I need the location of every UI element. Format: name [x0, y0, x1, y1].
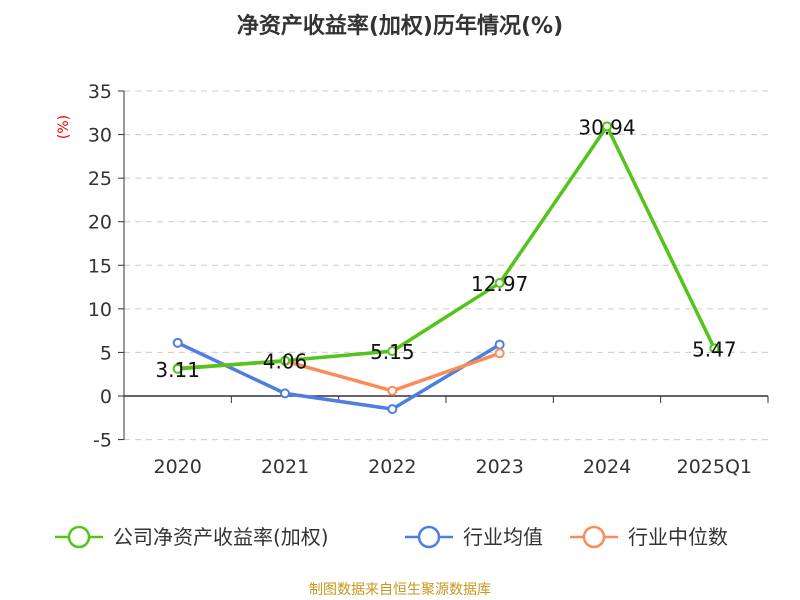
data-point	[709, 343, 720, 354]
x-tick-label: 2024	[583, 456, 631, 478]
chart-title: 净资产收益率(加权)历年情况(%)	[237, 13, 563, 39]
legend-marker	[417, 525, 441, 549]
y-axis-label: (%)	[56, 115, 72, 139]
series-line	[176, 341, 501, 411]
y-tick-label: 10	[88, 299, 112, 321]
x-tick-label: 2022	[368, 456, 416, 478]
data-label: 4.06	[263, 350, 308, 374]
data-point	[494, 339, 505, 350]
data-label: 5.15	[370, 340, 415, 364]
series-line	[177, 122, 716, 371]
data-point	[172, 337, 183, 348]
y-tick-label: -5	[93, 430, 112, 452]
data-point	[387, 385, 398, 396]
y-tick-label: 30	[88, 125, 112, 147]
source-note: 制图数据来自恒生聚源数据库	[309, 582, 491, 598]
legend-label: 行业均值	[463, 525, 543, 549]
legend-label: 行业中位数	[628, 525, 728, 549]
x-tick-label: 2021	[261, 456, 309, 478]
x-tick-label: 2020	[153, 456, 201, 478]
data-point	[387, 346, 398, 357]
data-point	[172, 363, 183, 374]
y-tick-label: 35	[88, 81, 112, 103]
legend-marker	[582, 525, 606, 549]
data-point	[387, 404, 398, 415]
data-point	[280, 355, 290, 366]
y-tick-label: 25	[88, 168, 112, 190]
y-tick-label: 0	[100, 386, 112, 408]
data-point	[494, 277, 505, 288]
y-tick-label: 15	[88, 255, 112, 277]
x-tick-label: 2025Q1	[677, 456, 752, 478]
data-point	[494, 348, 505, 359]
x-tick-label: 2023	[475, 456, 523, 478]
legend-label: 公司净资产收益率(加权)	[113, 525, 329, 549]
data-point	[280, 388, 290, 399]
data-label: 5.47	[692, 337, 737, 361]
y-tick-label: 5	[100, 342, 112, 364]
data-label: 12.97	[471, 272, 528, 296]
legend-marker	[67, 525, 91, 549]
y-tick-label: 20	[88, 212, 112, 234]
data-label: 30.94	[578, 115, 635, 139]
data-point	[602, 121, 612, 132]
data-label: 3.11	[155, 358, 200, 382]
